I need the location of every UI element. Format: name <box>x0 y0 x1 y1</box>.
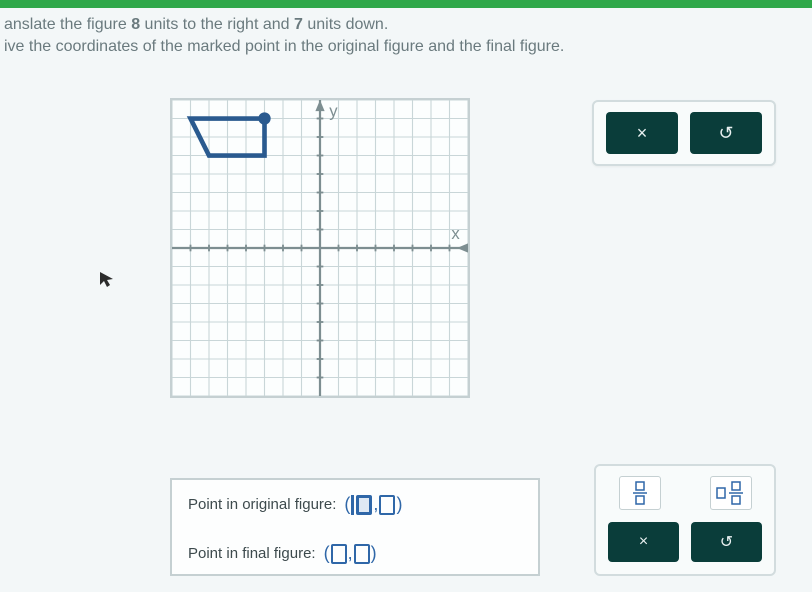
app-topbar <box>0 0 812 8</box>
original-point-row: Point in original figure: ( , ) <box>188 494 522 515</box>
paren-open: ( <box>344 494 350 515</box>
final-x-field[interactable] <box>331 544 347 564</box>
content-area: anslate the figure 8 units to the right … <box>0 8 812 592</box>
q-line2: ive the coordinates of the marked point … <box>4 38 564 55</box>
q-units-right: 8 <box>131 16 140 33</box>
paren-close-2: ) <box>371 543 377 564</box>
marked-point <box>258 112 270 124</box>
coordinate-graph[interactable]: y x <box>170 98 470 398</box>
mixed-number-icon <box>716 481 746 505</box>
x-arrow-icon <box>457 243 468 252</box>
final-point-label: Point in final figure: <box>188 545 316 562</box>
original-x-field[interactable] <box>356 495 372 515</box>
comma-2: , <box>348 543 353 564</box>
q-line1-prefix: anslate the figure <box>4 16 131 33</box>
paren-close: ) <box>396 494 402 515</box>
graph-action-panel: × ↺ <box>592 100 776 166</box>
clear-button[interactable]: × <box>606 112 678 154</box>
cursor-icon <box>98 270 116 288</box>
original-coord-input[interactable]: ( , ) <box>344 494 402 515</box>
keypad-action-row: × ↺ <box>608 522 762 562</box>
original-point-label: Point in original figure: <box>188 496 336 513</box>
keypad-format-row <box>608 476 762 510</box>
reset-button[interactable]: ↺ <box>690 112 762 154</box>
keypad-clear-button[interactable]: × <box>608 522 679 562</box>
close-icon: × <box>637 123 648 144</box>
reset-icon: ↺ <box>718 123 733 144</box>
comma: , <box>373 494 378 515</box>
fraction-button[interactable] <box>619 476 661 510</box>
final-coord-input[interactable]: ( , ) <box>324 543 377 564</box>
final-y-field[interactable] <box>354 544 370 564</box>
keypad-panel: × ↺ <box>594 464 776 576</box>
graph-svg: y x <box>172 100 468 396</box>
original-y-field[interactable] <box>379 495 395 515</box>
q-units-down: 7 <box>294 16 303 33</box>
fraction-icon <box>631 481 649 505</box>
keypad-reset-button[interactable]: ↺ <box>691 522 762 562</box>
mixed-number-button[interactable] <box>710 476 752 510</box>
y-axis-label: y <box>329 102 338 121</box>
text-cursor-icon <box>351 495 354 515</box>
y-arrow-icon <box>315 100 324 111</box>
q-line1-mid: units to the right and <box>140 16 294 33</box>
answer-panel: Point in original figure: ( , ) Point in… <box>170 478 540 576</box>
final-point-row: Point in final figure: ( , ) <box>188 543 522 564</box>
paren-open-2: ( <box>324 543 330 564</box>
question-text: anslate the figure 8 units to the right … <box>0 14 802 57</box>
q-line1-suffix: units down. <box>303 16 388 33</box>
close-icon-2: × <box>639 533 648 551</box>
x-axis-label: x <box>451 224 460 243</box>
reset-icon-2: ↺ <box>720 532 733 552</box>
